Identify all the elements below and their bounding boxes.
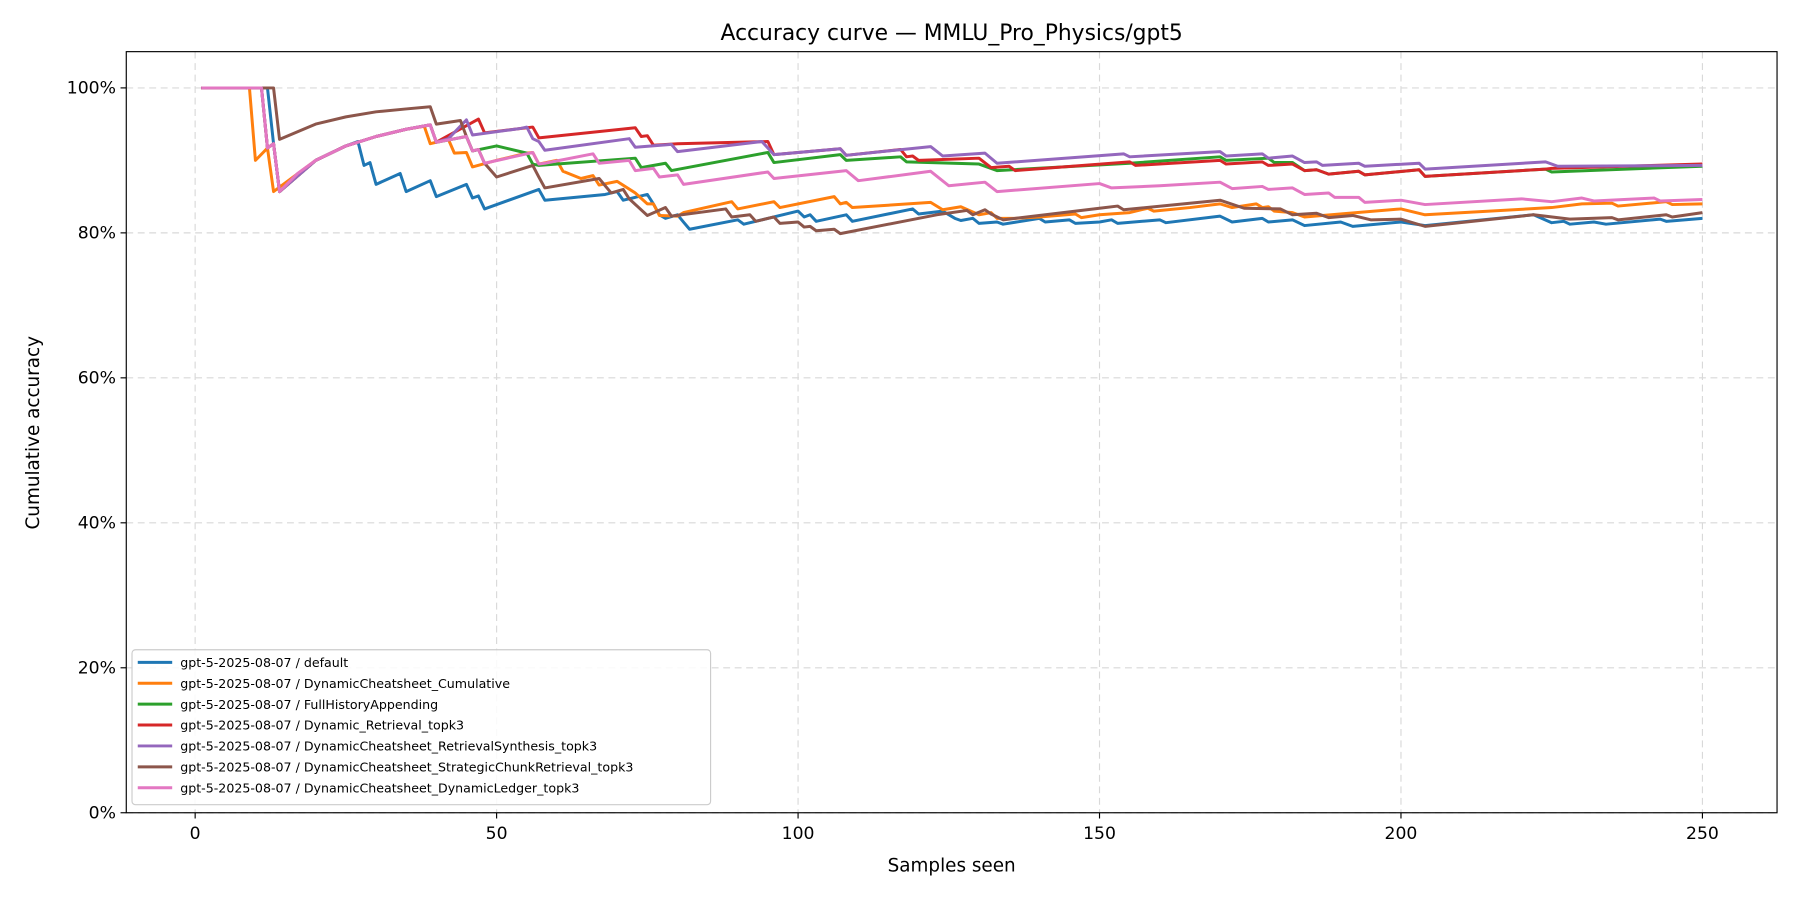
x-tick-label: 200: [1385, 824, 1418, 844]
x-tick-label: 150: [1083, 824, 1116, 844]
legend-entry: gpt-5-2025-08-07 / DynamicCheatsheet_Dyn…: [180, 780, 579, 795]
legend-entry: gpt-5-2025-08-07 / default: [180, 655, 348, 670]
y-tick-label: 100%: [67, 79, 116, 99]
legend-entry: gpt-5-2025-08-07 / DynamicCheatsheet_Cum…: [180, 676, 510, 691]
legend-entry: gpt-5-2025-08-07 / DynamicCheatsheet_Ret…: [180, 739, 597, 754]
legend-entry: gpt-5-2025-08-07 / Dynamic_Retrieval_top…: [180, 718, 464, 733]
series-line-0: [201, 86, 1703, 231]
legend-entry: gpt-5-2025-08-07 / FullHistoryAppending: [180, 697, 438, 712]
series-lines: [201, 86, 1703, 236]
chart-title: Accuracy curve — MMLU_Pro_Physics/gpt5: [721, 21, 1183, 46]
x-tick-label: 250: [1686, 824, 1719, 844]
x-axis-ticks: 0 50 100 150 200 250: [190, 812, 1719, 844]
y-tick-label: 20%: [78, 659, 116, 679]
y-axis-ticks: 0% 20% 40% 60% 80% 100%: [67, 79, 127, 823]
series-line-2: [201, 86, 1703, 194]
y-tick-label: 60%: [78, 369, 116, 389]
series-line-3: [201, 86, 1703, 194]
legend-box: [131, 649, 712, 806]
legend: gpt-5-2025-08-07 / default gpt-5-2025-08-…: [131, 649, 712, 806]
y-axis-label: Cumulative accuracy: [23, 336, 44, 530]
y-tick-label: 40%: [78, 514, 116, 534]
y-tick-label: 80%: [78, 224, 116, 244]
x-tick-label: 50: [486, 824, 508, 844]
y-tick-label: 0%: [89, 803, 116, 823]
x-tick-label: 0: [190, 824, 201, 844]
series-line-6: [201, 86, 1703, 207]
x-axis-label: Samples seen: [888, 855, 1016, 876]
legend-entry: gpt-5-2025-08-07 / DynamicCheatsheet_Str…: [180, 759, 633, 774]
series-line-4: [201, 86, 1703, 194]
plot-frame: [125, 51, 1778, 814]
x-tick-label: 100: [782, 824, 815, 844]
